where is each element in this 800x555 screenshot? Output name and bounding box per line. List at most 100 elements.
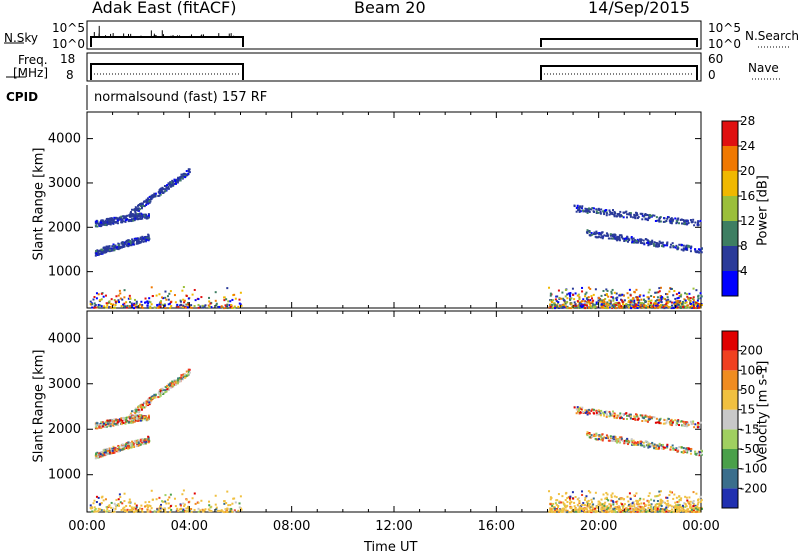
power-echo-point: [656, 242, 659, 245]
power-echo-point: [598, 209, 601, 212]
power-echo-point: [594, 305, 597, 308]
power-echo-point: [647, 244, 650, 247]
velocity-echo-point: [180, 377, 183, 380]
colorbar-frame: [721, 120, 739, 297]
power-echo-point: [686, 248, 689, 251]
velocity-echo-point: [587, 499, 590, 502]
power-echo-point: [644, 213, 647, 216]
power-echo-point: [669, 300, 672, 303]
power-echo-point: [124, 220, 127, 223]
power-echo-point: [642, 302, 645, 305]
velocity-echo-point: [601, 505, 604, 508]
velocity-echo-point: [635, 416, 638, 419]
velocity-echo-point: [94, 426, 97, 429]
power-echo-point: [158, 303, 161, 306]
velocity-echo-point: [588, 436, 591, 439]
power-echo-point: [125, 217, 128, 220]
power-echo-point: [631, 238, 634, 241]
velocity-echo-point: [659, 504, 662, 507]
power-echo-point: [619, 210, 622, 213]
power-echo-point: [680, 243, 683, 246]
power-echo-point: [610, 292, 613, 295]
power-echo-point: [575, 305, 578, 308]
velocity-echo-point: [615, 508, 618, 511]
velocity-echo-point: [141, 510, 144, 513]
power-echo-point: [633, 290, 636, 293]
velocity-echo-point: [126, 510, 129, 513]
velocity-echo-point: [170, 384, 173, 387]
velocity-echo-point: [698, 451, 701, 454]
power-echo-point: [603, 302, 606, 305]
power-echo-point: [613, 210, 616, 213]
power-echo-point: [134, 237, 137, 240]
power-echo-point: [664, 220, 667, 223]
velocity-echo-point: [590, 501, 593, 504]
power-echo-point: [639, 238, 642, 241]
velocity-echo-point: [675, 421, 678, 424]
velocity-echo-point: [116, 424, 119, 427]
velocity-echo-point: [681, 504, 684, 507]
power-echo-point: [667, 298, 670, 301]
power-echo-point: [692, 299, 695, 302]
power-echo-point: [143, 214, 146, 217]
velocity-echo-point: [113, 502, 116, 505]
velocity-echo-point: [168, 506, 171, 509]
velocity-echo-point: [110, 452, 113, 455]
power-echo-point: [601, 237, 604, 240]
velocity-echo-point: [152, 396, 155, 399]
colorbar-tick-label: -200: [740, 481, 767, 495]
power-echo-point: [640, 298, 643, 301]
velocity-echo-point: [602, 493, 605, 496]
velocity-echo-point: [226, 509, 229, 512]
power-echo-point: [586, 296, 589, 299]
power-echo-point: [130, 220, 133, 223]
velocity-echo-point: [632, 500, 635, 503]
power-echo-point: [145, 238, 148, 241]
power-echo-point: [139, 238, 142, 241]
velocity-echo-point: [678, 508, 681, 511]
velocity-echo-point: [129, 412, 132, 415]
power-echo-point: [93, 302, 96, 305]
power-echo-point: [694, 303, 697, 306]
power-echo-point: [137, 218, 140, 221]
power-echo-point: [605, 302, 608, 305]
power-echo-point: [667, 216, 670, 219]
velocity-echo-point: [680, 446, 683, 449]
power-echo-point: [593, 231, 596, 234]
velocity-echo-point: [137, 405, 140, 408]
velocity-echo-point: [693, 426, 696, 429]
velocity-echo-point: [214, 503, 217, 506]
velocity-echo-point: [99, 424, 102, 427]
power-echo-point: [179, 300, 182, 303]
velocity-echo-point: [686, 422, 689, 425]
power-echo-point: [125, 301, 128, 304]
velocity-echo-point: [652, 445, 655, 448]
power-echo-point: [659, 241, 662, 244]
power-echo-point: [668, 290, 671, 293]
velocity-echo-point: [148, 500, 151, 503]
velocity-echo-point: [689, 452, 692, 455]
power-echo-point: [597, 303, 600, 306]
power-echo-point: [96, 221, 99, 224]
power-echo-point: [569, 295, 572, 298]
velocity-echo-point: [132, 507, 135, 510]
power-echo-point: [656, 299, 659, 302]
power-echo-point: [670, 301, 673, 304]
power-echo-point: [568, 307, 571, 310]
velocity-echo-point: [145, 440, 148, 443]
power-echo-point: [633, 302, 636, 305]
velocity-echo-point: [673, 493, 676, 496]
power-echo-point: [576, 300, 579, 303]
power-echo-point: [163, 185, 166, 188]
velocity-echo-point: [659, 500, 662, 503]
velocity-echo-point: [139, 443, 142, 446]
power-echo-point: [697, 294, 700, 297]
velocity-echo-point: [680, 497, 683, 500]
power-echo-point: [114, 300, 117, 303]
velocity-echo-point: [116, 419, 119, 422]
power-echo-point: [653, 244, 656, 247]
power-echo-point: [620, 214, 623, 217]
power-echo-point: [187, 301, 190, 304]
power-echo-point: [159, 193, 162, 196]
power-echo-point: [167, 298, 170, 301]
